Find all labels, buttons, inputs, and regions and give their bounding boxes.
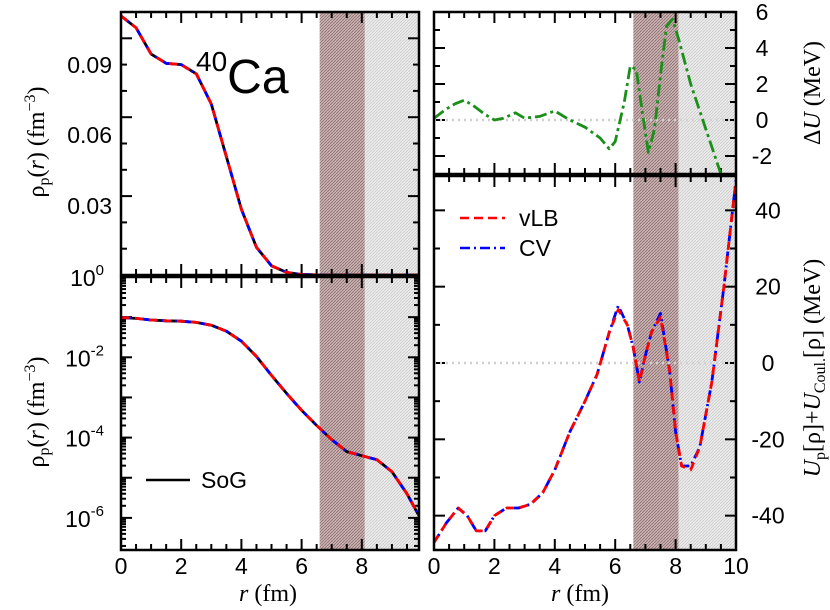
- curves-tr: [434, 17, 736, 174]
- shaded-region-inner: [319, 277, 365, 550]
- ytick-label-1e0: 100: [70, 262, 104, 291]
- xtick-label-0: 0: [115, 553, 128, 579]
- ylabel-top-right: ΔU (MeV): [800, 41, 826, 145]
- shaded-region-outer: [678, 12, 736, 174]
- ytick-label-0.06: 0.06: [67, 122, 112, 148]
- legend-label-cv: CV: [519, 235, 552, 261]
- ytick-label-1e-4: 10-4: [65, 423, 104, 452]
- panel-bottom-right: -40 -20 0 20 40 0 2 4 6 8 10 r (fm) Up[ρ]+UCoul.[…: [428, 174, 829, 607]
- xtick-label-6: 6: [609, 553, 622, 579]
- legend-label-sog: SoG: [201, 467, 247, 493]
- curves-tl: [121, 14, 419, 275]
- xtick-label-10: 10: [723, 553, 749, 579]
- frame-bottom-right: [432, 174, 738, 552]
- ylabel-bottom-left: ρp(r) (fm−3): [22, 356, 53, 467]
- xtick-label-0: 0: [428, 553, 441, 579]
- ca-mass-number: 40: [196, 46, 227, 77]
- shaded-region-inner: [633, 176, 679, 550]
- panel-bottom-left: 100 10-2 10-4 10-6 0 2 4 6 8 ρp(r) (fm−3) r (fm…: [22, 262, 421, 607]
- ytick-label-0: 0: [756, 107, 769, 133]
- ytick-label-20: 20: [755, 274, 781, 300]
- xtick-label-6: 6: [295, 553, 308, 579]
- shaded-region-inner: [633, 12, 679, 174]
- ytick-label-2: 2: [756, 71, 769, 97]
- ytick-label--20: -20: [751, 426, 784, 452]
- ytick-label-40: 40: [755, 197, 781, 223]
- ytick-label-0.03: 0.03: [67, 193, 112, 219]
- curves-bl: [121, 316, 419, 517]
- series-vlb-tl: [121, 14, 419, 275]
- ytick-label-0: 0: [762, 350, 775, 376]
- frame-top-left: [119, 10, 421, 277]
- ca-symbol: Ca: [227, 51, 289, 104]
- ylabel-top-left: ρp(r) (fm−3): [22, 86, 53, 197]
- ytick-label-6: 6: [756, 0, 769, 25]
- legend-label-vlb: vLB: [519, 205, 559, 231]
- frame-bottom-left: [119, 275, 421, 552]
- shaded-region-outer: [364, 12, 419, 275]
- ytick-label-4: 4: [756, 35, 769, 61]
- xlabel-bottom-right: r (fm): [551, 581, 609, 607]
- ytick-label-1e-2: 10-2: [65, 342, 104, 371]
- xtick-labels-bottom-left: 0 2 4 6 8: [115, 553, 369, 579]
- xtick-label-8: 8: [669, 553, 682, 579]
- ytick-labels-bottom-right: -40 -20 0 20 40: [751, 197, 784, 528]
- xtick-label-8: 8: [355, 553, 368, 579]
- shaded-regions-bl: [319, 277, 419, 550]
- xtick-label-2: 2: [175, 553, 188, 579]
- ytick-label--40: -40: [751, 503, 784, 529]
- shaded-regions-br: [633, 176, 736, 550]
- series-cv-bl: [121, 316, 419, 517]
- ticks-tl: [120, 11, 419, 275]
- ylabel-bottom-right: Up[ρ]+UCoul.[ρ] (MeV): [800, 259, 829, 478]
- series-vlb-br: [434, 179, 736, 544]
- shaded-region-outer: [364, 277, 419, 550]
- ca-label: 40Ca: [196, 46, 289, 104]
- frame-top-right: [432, 10, 738, 176]
- ytick-labels-top-right: -2 0 2 4 6: [752, 0, 772, 169]
- series-cv-tl: [121, 14, 419, 275]
- xtick-label-4: 4: [235, 553, 248, 579]
- series-delta-u: [434, 17, 723, 174]
- xlabel-bottom-left: r (fm): [239, 581, 297, 607]
- xtick-label-2: 2: [488, 553, 501, 579]
- shaded-regions-tl: [319, 12, 419, 275]
- ytick-label-0.09: 0.09: [67, 52, 112, 78]
- shaded-regions-tr: [633, 12, 736, 174]
- shaded-region-inner: [319, 12, 365, 275]
- ytick-labels-bottom-left: 100 10-2 10-4 10-6: [65, 262, 104, 532]
- panel-top-right: -2 0 2 4 6 ΔU (MeV): [432, 0, 826, 176]
- panel-top-left: 0.09 0.06 0.03 40Ca ρp(r) (fm−3): [22, 10, 421, 277]
- xtick-labels-bottom-right: 0 2 4 6 8 10: [428, 553, 749, 579]
- ytick-label-1e-6: 10-6: [65, 503, 104, 532]
- series-vlb-bl: [121, 316, 419, 517]
- curves-br: [434, 179, 736, 544]
- xtick-label-4: 4: [548, 553, 561, 579]
- ytick-label--2: -2: [752, 143, 772, 169]
